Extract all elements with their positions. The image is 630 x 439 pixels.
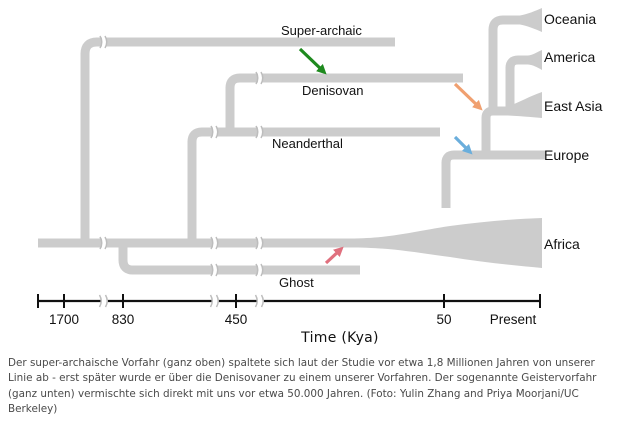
ghost-branch bbox=[118, 243, 360, 275]
label-oceania: Oceania bbox=[544, 11, 596, 27]
tick-label-present: Present bbox=[490, 312, 537, 327]
tick-label-830: 830 bbox=[112, 312, 135, 327]
oceania-stem-branch bbox=[488, 15, 525, 111]
arrow-green bbox=[298, 47, 327, 75]
human-lineage-diagram: Super-archaic Denisovan Neanderthal Ghos… bbox=[37, 8, 603, 345]
denisovan-branch bbox=[225, 73, 463, 132]
tick-label-1700: 1700 bbox=[49, 312, 79, 327]
america-stem-branch bbox=[505, 55, 530, 111]
time-axis bbox=[37, 294, 541, 308]
label-denisovan: Denisovan bbox=[302, 83, 363, 98]
figure-caption: Der super-archaische Vorfahr (ganz oben)… bbox=[8, 357, 597, 416]
label-neanderthal: Neanderthal bbox=[272, 136, 343, 151]
africa-population-wedge bbox=[350, 218, 542, 268]
arrow-blue bbox=[453, 135, 473, 155]
europe-population-wedge bbox=[540, 150, 542, 160]
arrow-pink bbox=[324, 246, 344, 265]
label-super-archaic: Super-archaic bbox=[281, 23, 362, 38]
east-asia-population-wedge bbox=[508, 92, 542, 118]
out-of-africa-branch bbox=[441, 150, 545, 208]
arrow-orange bbox=[453, 82, 483, 111]
label-america: America bbox=[544, 49, 596, 65]
super-archaic-branch bbox=[80, 37, 395, 243]
label-ghost: Ghost bbox=[279, 275, 314, 290]
timescale-break-markers bbox=[99, 35, 264, 277]
neanderthal-denisovan-split-branch bbox=[187, 127, 440, 243]
oceania-population-wedge bbox=[520, 8, 542, 32]
america-population-wedge bbox=[528, 50, 542, 70]
label-east-asia: East Asia bbox=[544, 98, 603, 114]
axis-title: Time (Kya) bbox=[300, 330, 379, 345]
eurasia-east-branch bbox=[481, 106, 510, 155]
tick-label-50: 50 bbox=[436, 312, 451, 327]
tick-label-450: 450 bbox=[225, 312, 248, 327]
label-africa: Africa bbox=[544, 236, 580, 252]
label-europe: Europe bbox=[544, 147, 589, 163]
